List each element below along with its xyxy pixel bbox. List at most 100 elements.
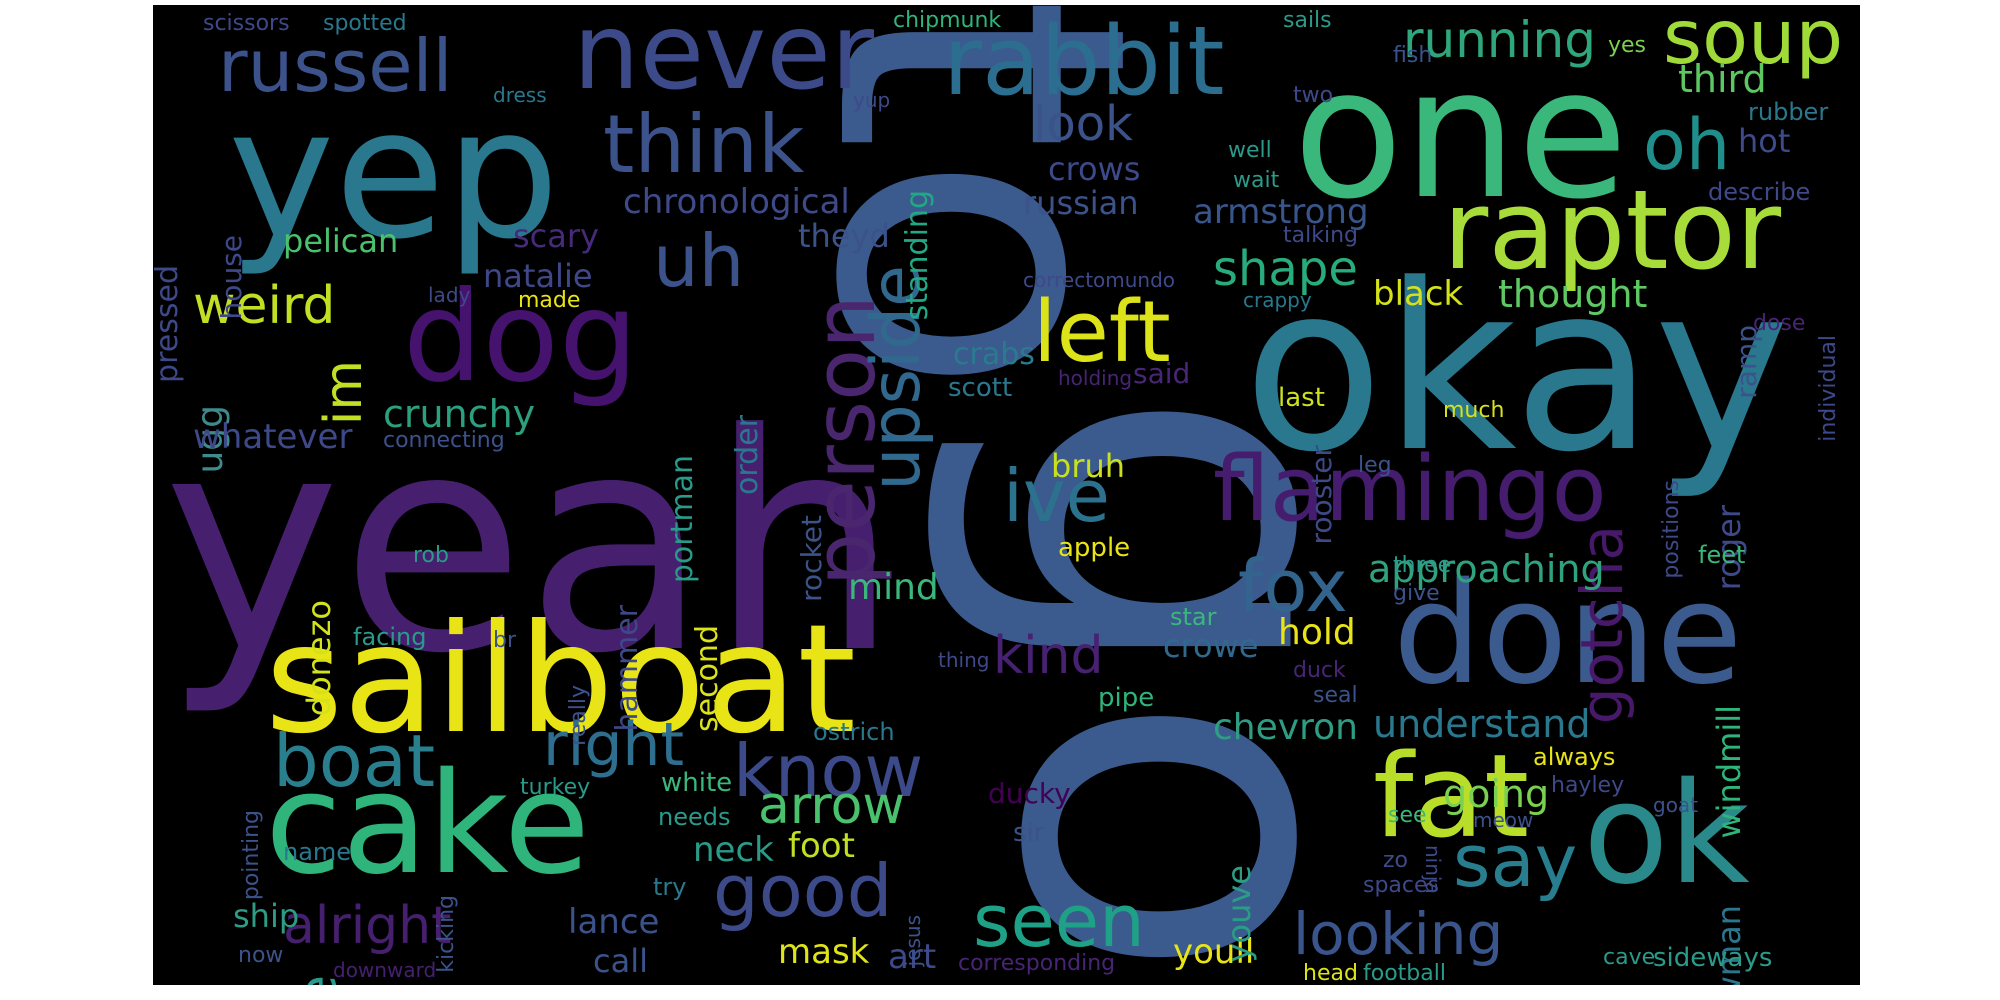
- word-third: third: [1678, 57, 1767, 101]
- word-ok: ok: [1583, 753, 1750, 916]
- word-rob: rob: [413, 543, 449, 568]
- word-br: br: [493, 628, 517, 653]
- word-scary: scary: [513, 217, 599, 255]
- word-windmill: windmill: [1710, 705, 1748, 839]
- word-sails: sails: [1283, 8, 1332, 33]
- word-whatever: whatever: [193, 417, 353, 457]
- word-pointing: pointing: [239, 810, 264, 901]
- word-never: never: [573, 5, 875, 113]
- word-sailboat: sailboat: [265, 593, 857, 767]
- word-approaching: approaching: [1368, 547, 1605, 591]
- word-standing: standing: [900, 190, 935, 321]
- word-mind: mind: [848, 567, 939, 608]
- word-pressed: pressed: [153, 265, 185, 383]
- word-much: much: [1443, 398, 1505, 423]
- word-seen: seen: [973, 879, 1145, 963]
- word-turkey: turkey: [520, 775, 591, 800]
- word-armstrong: armstrong: [1193, 192, 1369, 232]
- word-neck: neck: [693, 830, 774, 870]
- word-hammer: hammer: [610, 605, 645, 732]
- word-ducky: ducky: [988, 777, 1071, 810]
- word-left: left: [1033, 283, 1171, 382]
- word-goat: goat: [1653, 793, 1699, 817]
- word-leg: leg: [1358, 453, 1392, 478]
- word-raptor: raptor: [1443, 166, 1782, 294]
- word-pipe: pipe: [1098, 683, 1155, 713]
- word-bruh: bruh: [1051, 447, 1126, 485]
- word-chipmunk: chipmunk: [893, 8, 1002, 33]
- word-weird: weird: [193, 276, 336, 336]
- word-dress: dress: [493, 83, 547, 107]
- word-crabs: crabs: [953, 337, 1035, 372]
- word-going: going: [1443, 772, 1550, 816]
- word-downward: downward: [333, 958, 437, 982]
- word-head: head: [1303, 961, 1358, 985]
- word-donezo: donezo: [300, 600, 338, 717]
- word-said: said: [1133, 357, 1191, 390]
- word-positions: positions: [1659, 480, 1684, 579]
- word-individual: individual: [1816, 335, 1841, 442]
- word-russell: russell: [218, 24, 453, 108]
- word-rocket: rocket: [795, 515, 828, 602]
- word-sideways: sideways: [1653, 943, 1773, 973]
- word-white: white: [661, 768, 733, 798]
- word-try: try: [653, 873, 687, 901]
- word-lance: lance: [568, 902, 660, 942]
- word-understand: understand: [1373, 702, 1591, 746]
- word-black: black: [1373, 274, 1464, 314]
- word-apple: apple: [1058, 533, 1131, 563]
- word-yeah: yeah: [163, 370, 900, 719]
- word-zo: zo: [1383, 848, 1409, 873]
- word-fat: fat: [1373, 730, 1530, 864]
- word-seal: seal: [1313, 683, 1358, 708]
- word-boat: boat: [273, 719, 436, 803]
- word-talking: talking: [1283, 223, 1358, 248]
- word-oh: oh: [1643, 104, 1731, 186]
- word-soup: soup: [1663, 5, 1844, 81]
- word-second: second: [690, 625, 725, 732]
- word-yup: yup: [853, 88, 891, 112]
- word-give: give: [1393, 581, 1440, 606]
- word-really: really: [566, 685, 591, 746]
- word-uh: uh: [653, 219, 745, 303]
- word-meow: meow: [1473, 808, 1534, 832]
- word-cloud: to go yeah okay one yep sailboat done ca…: [153, 5, 1860, 985]
- word-jesus: jesus: [901, 915, 925, 967]
- word-rooster: rooster: [1305, 445, 1338, 545]
- word-hold: hold: [1278, 612, 1356, 653]
- word-rabbit: rabbit: [943, 7, 1225, 117]
- word-look: look: [1033, 96, 1133, 152]
- word-sir: sir: [1013, 818, 1045, 848]
- word-scissors: scissors: [203, 11, 290, 36]
- word-portman: portman: [665, 455, 700, 584]
- word-yep: yep: [228, 70, 560, 279]
- word-scott: scott: [948, 373, 1013, 403]
- word-chevron: chevron: [1213, 707, 1358, 748]
- word-foot: foot: [788, 826, 855, 866]
- word-wait: wait: [1233, 168, 1280, 193]
- word-lady: lady: [428, 283, 471, 307]
- word-ive: ive: [1003, 454, 1110, 538]
- word-cake: cake: [265, 743, 590, 906]
- word-running: running: [1403, 11, 1596, 69]
- word-alright: alright: [283, 896, 452, 956]
- word-ninja: ninja: [1421, 845, 1445, 894]
- word-facing: facing: [353, 623, 427, 651]
- word-duck: duck: [1293, 658, 1346, 683]
- word-three: three: [1393, 553, 1452, 578]
- word-flamingo: flamingo: [1213, 437, 1607, 542]
- word-pelican: pelican: [283, 222, 399, 260]
- word-good: good: [713, 849, 893, 933]
- word-done: done: [1393, 553, 1743, 716]
- word-see: see: [1388, 803, 1427, 828]
- word-one: one: [1293, 30, 1628, 239]
- word-fish: fish: [1393, 43, 1433, 68]
- word-think: think: [603, 98, 805, 191]
- word-hot: hot: [1738, 122, 1791, 160]
- word-dog: dog: [403, 265, 639, 410]
- word-connecting: connecting: [383, 428, 505, 453]
- word-rubber: rubber: [1748, 98, 1829, 126]
- word-mask: mask: [778, 932, 870, 972]
- word-last: last: [1278, 383, 1325, 413]
- word-feet: feet: [1698, 541, 1746, 569]
